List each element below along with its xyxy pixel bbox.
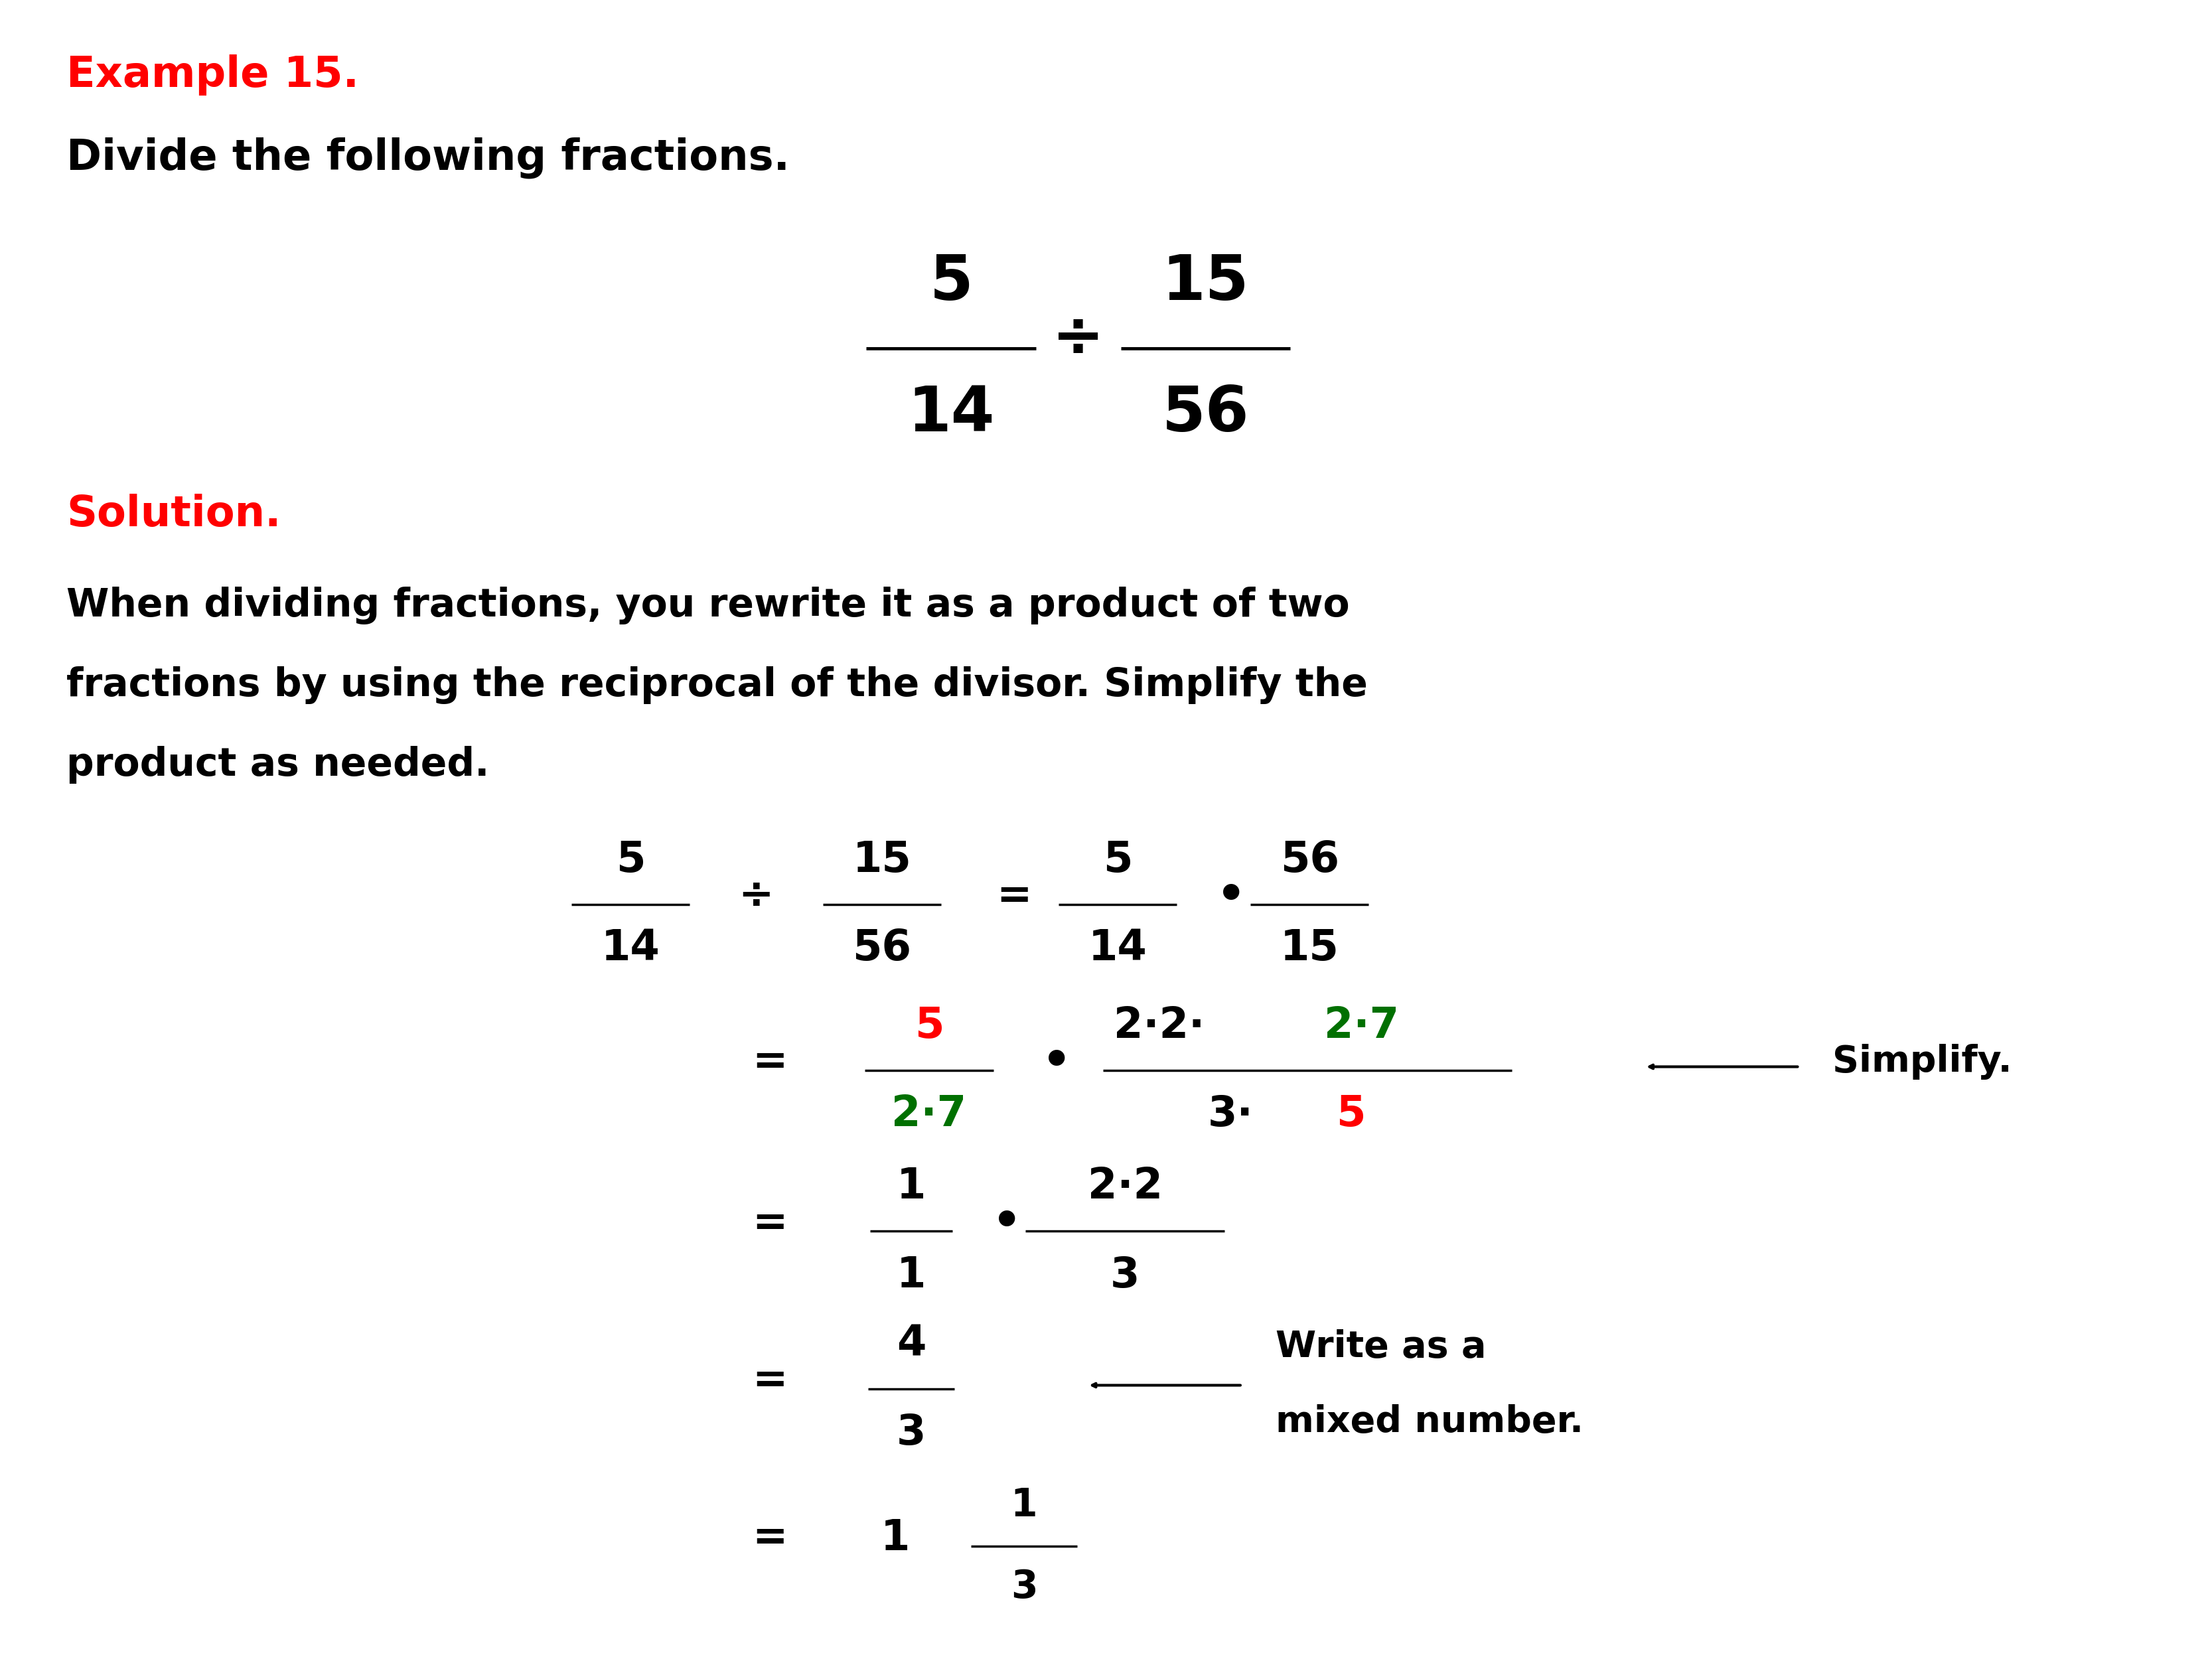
Text: =: =: [752, 1042, 787, 1082]
Text: 1: 1: [896, 1166, 927, 1208]
Text: 4: 4: [896, 1324, 927, 1365]
Text: 56: 56: [1161, 383, 1250, 445]
Text: 2⋅7: 2⋅7: [1323, 1005, 1398, 1047]
Text: When dividing fractions, you rewrite it as a product of two: When dividing fractions, you rewrite it …: [66, 587, 1349, 624]
Text: fractions by using the reciprocal of the divisor. Simplify the: fractions by using the reciprocal of the…: [66, 667, 1367, 703]
Text: =: =: [752, 1203, 787, 1243]
Text: Divide the following fractions.: Divide the following fractions.: [66, 136, 790, 178]
Text: 2⋅7: 2⋅7: [891, 1093, 967, 1135]
Text: 14: 14: [1088, 927, 1148, 969]
Text: 15: 15: [852, 839, 911, 881]
Text: 15: 15: [1281, 927, 1338, 969]
Text: 5: 5: [929, 252, 973, 314]
Text: =: =: [995, 876, 1031, 916]
Text: •: •: [1217, 874, 1245, 917]
Text: 14: 14: [907, 383, 995, 445]
Text: 56: 56: [852, 927, 911, 969]
Text: ÷: ÷: [1053, 309, 1104, 368]
Text: 14: 14: [602, 927, 659, 969]
Text: Solution.: Solution.: [66, 494, 281, 534]
Text: 5: 5: [1336, 1093, 1365, 1135]
Text: 1: 1: [880, 1518, 909, 1558]
Text: 1: 1: [1011, 1486, 1037, 1525]
Text: Write as a: Write as a: [1276, 1329, 1486, 1365]
Text: =: =: [752, 1360, 787, 1400]
Text: 5: 5: [615, 839, 646, 881]
Text: mixed number.: mixed number.: [1276, 1404, 1584, 1440]
Text: product as needed.: product as needed.: [66, 747, 489, 783]
Text: 1: 1: [896, 1254, 927, 1296]
Text: 2⋅2⋅: 2⋅2⋅: [1115, 1005, 1206, 1047]
Text: 5: 5: [1104, 839, 1133, 881]
Text: 3: 3: [1011, 1568, 1037, 1606]
Text: •: •: [1042, 1040, 1071, 1083]
Text: Example 15.: Example 15.: [66, 55, 358, 95]
Text: 15: 15: [1161, 252, 1250, 314]
Text: 2⋅2: 2⋅2: [1088, 1166, 1164, 1208]
Text: 3: 3: [896, 1412, 927, 1453]
Text: 5: 5: [914, 1005, 945, 1047]
Text: 3⋅: 3⋅: [1208, 1093, 1254, 1135]
Text: •: •: [993, 1201, 1022, 1244]
Text: ÷: ÷: [739, 876, 774, 916]
Text: 56: 56: [1281, 839, 1338, 881]
Text: 3: 3: [1110, 1254, 1139, 1296]
Text: =: =: [752, 1518, 787, 1558]
Text: Simplify.: Simplify.: [1834, 1044, 2013, 1080]
